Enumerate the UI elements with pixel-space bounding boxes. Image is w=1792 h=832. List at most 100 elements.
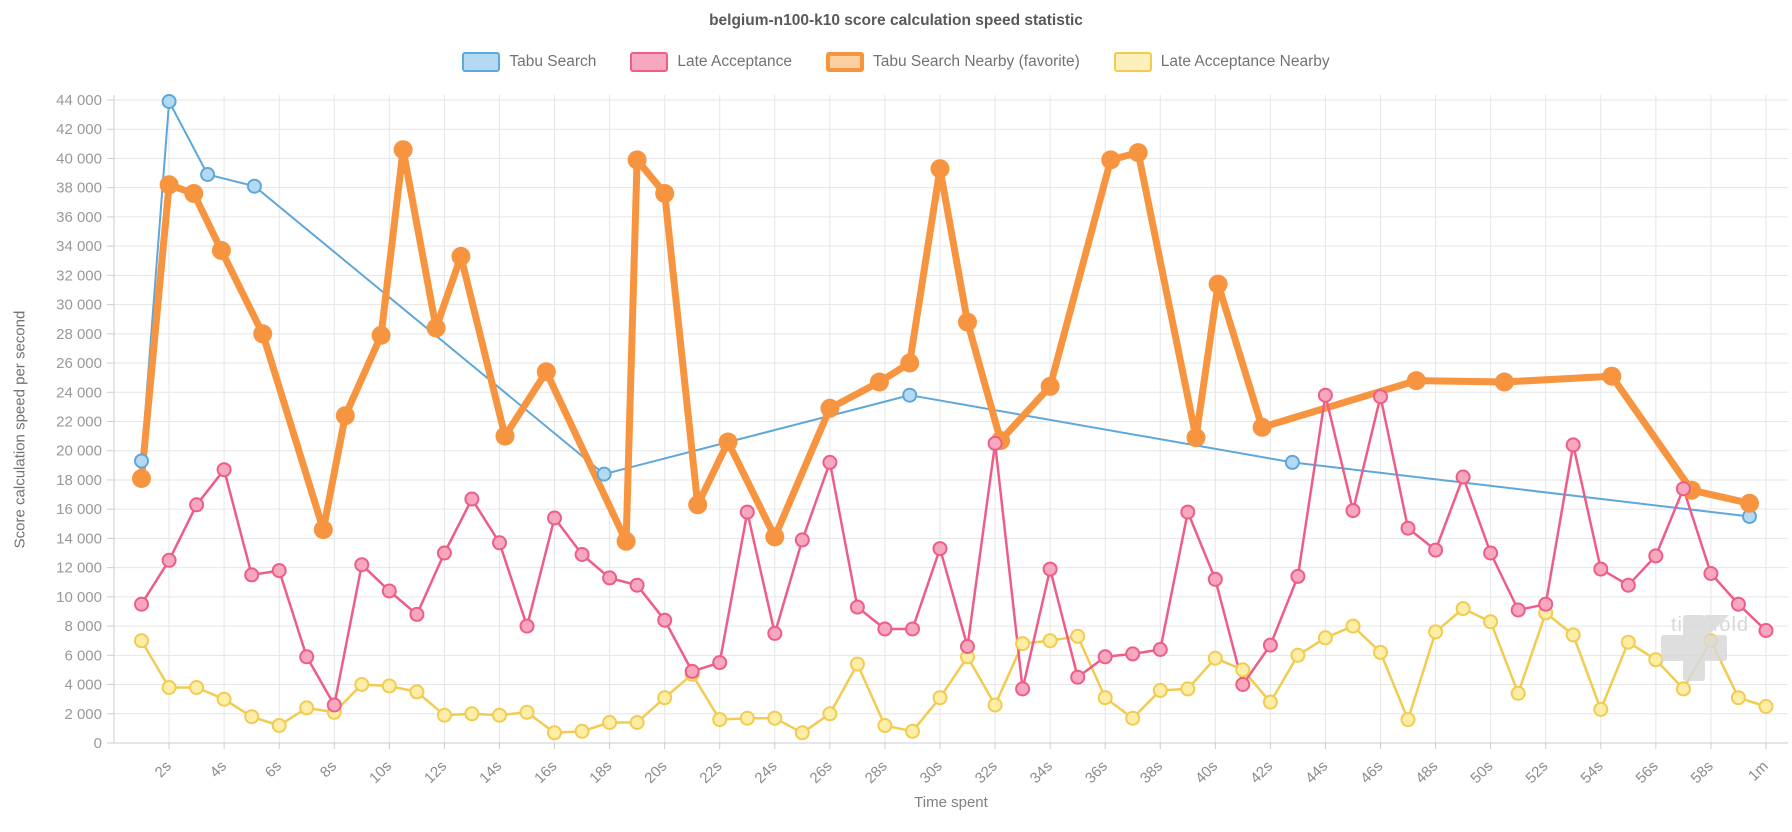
data-point-marker[interactable] [794, 725, 810, 741]
data-point-marker[interactable] [134, 633, 149, 649]
data-point-marker[interactable] [1262, 694, 1278, 710]
data-point-marker[interactable] [1317, 630, 1333, 646]
data-point-marker[interactable] [1406, 371, 1426, 391]
data-point-marker[interactable] [1565, 627, 1581, 643]
data-point-marker[interactable] [1252, 417, 1272, 437]
data-point-marker[interactable] [409, 606, 425, 622]
data-point-marker[interactable] [1758, 699, 1774, 714]
data-point-marker[interactable] [684, 663, 700, 679]
data-point-marker[interactable] [492, 707, 507, 723]
data-point-marker[interactable] [1510, 602, 1526, 618]
data-point-marker[interactable] [1235, 677, 1251, 692]
data-point-marker[interactable] [189, 497, 205, 513]
legend-item-late-acceptance[interactable]: Late Acceptance [630, 52, 792, 72]
data-point-marker[interactable] [1042, 633, 1058, 649]
data-point-marker[interactable] [436, 545, 452, 561]
data-point-marker[interactable] [1510, 685, 1526, 701]
data-point-marker[interactable] [655, 184, 675, 203]
data-point-marker[interactable] [132, 469, 151, 488]
data-point-marker[interactable] [354, 677, 370, 692]
data-point-marker[interactable] [849, 656, 865, 672]
data-point-marker[interactable] [1152, 682, 1168, 698]
data-point-marker[interactable] [930, 159, 950, 179]
data-point-marker[interactable] [1428, 542, 1444, 558]
data-point-marker[interactable] [1040, 376, 1060, 396]
data-point-marker[interactable] [519, 704, 535, 720]
data-point-marker[interactable] [712, 655, 728, 671]
data-point-marker[interactable] [1128, 143, 1148, 163]
data-point-marker[interactable] [1455, 601, 1471, 617]
data-point-marker[interactable] [739, 504, 755, 520]
data-point-marker[interactable] [1620, 577, 1636, 593]
data-point-marker[interactable] [574, 723, 590, 739]
data-point-marker[interactable] [189, 680, 205, 695]
data-point-marker[interactable] [1290, 647, 1306, 663]
data-point-marker[interactable] [381, 583, 397, 599]
data-point-marker[interactable] [1483, 545, 1499, 561]
data-point-marker[interactable] [1097, 690, 1113, 706]
data-point-marker[interactable] [616, 531, 636, 551]
data-point-marker[interactable] [794, 532, 810, 548]
data-point-marker[interactable] [436, 707, 452, 723]
data-point-marker[interactable] [629, 715, 645, 730]
data-point-marker[interactable] [335, 406, 355, 426]
data-point-marker[interactable] [244, 567, 260, 583]
data-point-marker[interactable] [767, 710, 783, 726]
data-point-marker[interactable] [1097, 649, 1113, 665]
data-point-marker[interactable] [1262, 637, 1278, 653]
data-point-marker[interactable] [134, 453, 149, 469]
data-point-marker[interactable] [271, 718, 287, 733]
data-point-marker[interactable] [1207, 650, 1223, 666]
data-point-marker[interactable] [1345, 618, 1361, 634]
data-point-marker[interactable] [519, 618, 535, 634]
data-point-marker[interactable] [1070, 669, 1086, 685]
data-point-marker[interactable] [216, 691, 232, 707]
data-point-marker[interactable] [244, 709, 260, 725]
data-point-marker[interactable] [464, 491, 480, 507]
data-point-marker[interactable] [1235, 662, 1251, 678]
data-point-marker[interactable] [627, 150, 647, 170]
data-point-marker[interactable] [1538, 596, 1554, 612]
data-point-marker[interactable] [161, 680, 177, 695]
data-point-marker[interactable] [299, 649, 315, 665]
data-point-marker[interactable] [1373, 644, 1388, 660]
data-point-marker[interactable] [1730, 690, 1746, 706]
data-point-marker[interactable] [1208, 274, 1228, 294]
data-point-marker[interactable] [900, 353, 920, 373]
data-point-marker[interactable] [905, 723, 920, 739]
data-point-marker[interactable] [1152, 642, 1168, 657]
legend-item-late-acceptance-nearby[interactable]: Late Acceptance Nearby [1113, 52, 1330, 72]
legend-item-tabu-search-nearby[interactable]: Tabu Search Nearby (favorite) [826, 52, 1080, 72]
data-point-marker[interactable] [602, 715, 618, 730]
data-point-marker[interactable] [547, 510, 562, 526]
data-point-marker[interactable] [718, 432, 738, 452]
data-point-marker[interactable] [932, 690, 948, 706]
data-point-marker[interactable] [902, 387, 918, 403]
data-point-marker[interactable] [1317, 387, 1333, 403]
data-point-marker[interactable] [371, 325, 391, 345]
data-point-marker[interactable] [1740, 493, 1759, 513]
data-point-marker[interactable] [1180, 681, 1196, 697]
data-point-marker[interactable] [1648, 548, 1664, 564]
data-point-marker[interactable] [958, 312, 977, 332]
data-point-marker[interactable] [1602, 366, 1622, 386]
data-point-marker[interactable] [134, 596, 149, 612]
data-point-marker[interactable] [1483, 614, 1499, 630]
data-point-marker[interactable] [877, 718, 893, 733]
data-point-marker[interactable] [602, 570, 618, 586]
data-point-marker[interactable] [495, 426, 515, 446]
data-point-marker[interactable] [574, 547, 590, 562]
data-point-marker[interactable] [547, 725, 562, 741]
data-point-marker[interactable] [1593, 701, 1609, 717]
data-point-marker[interactable] [1675, 481, 1691, 497]
data-point-marker[interactable] [159, 175, 179, 195]
data-point-marker[interactable] [960, 639, 975, 654]
data-point-marker[interactable] [877, 621, 893, 637]
data-point-marker[interactable] [1015, 636, 1031, 652]
data-point-marker[interactable] [905, 621, 920, 637]
data-point-marker[interactable] [161, 552, 177, 568]
data-point-marker[interactable] [767, 625, 783, 641]
data-point-marker[interactable] [932, 541, 948, 557]
data-point-marker[interactable] [1758, 623, 1774, 638]
data-point-marker[interactable] [739, 710, 755, 726]
